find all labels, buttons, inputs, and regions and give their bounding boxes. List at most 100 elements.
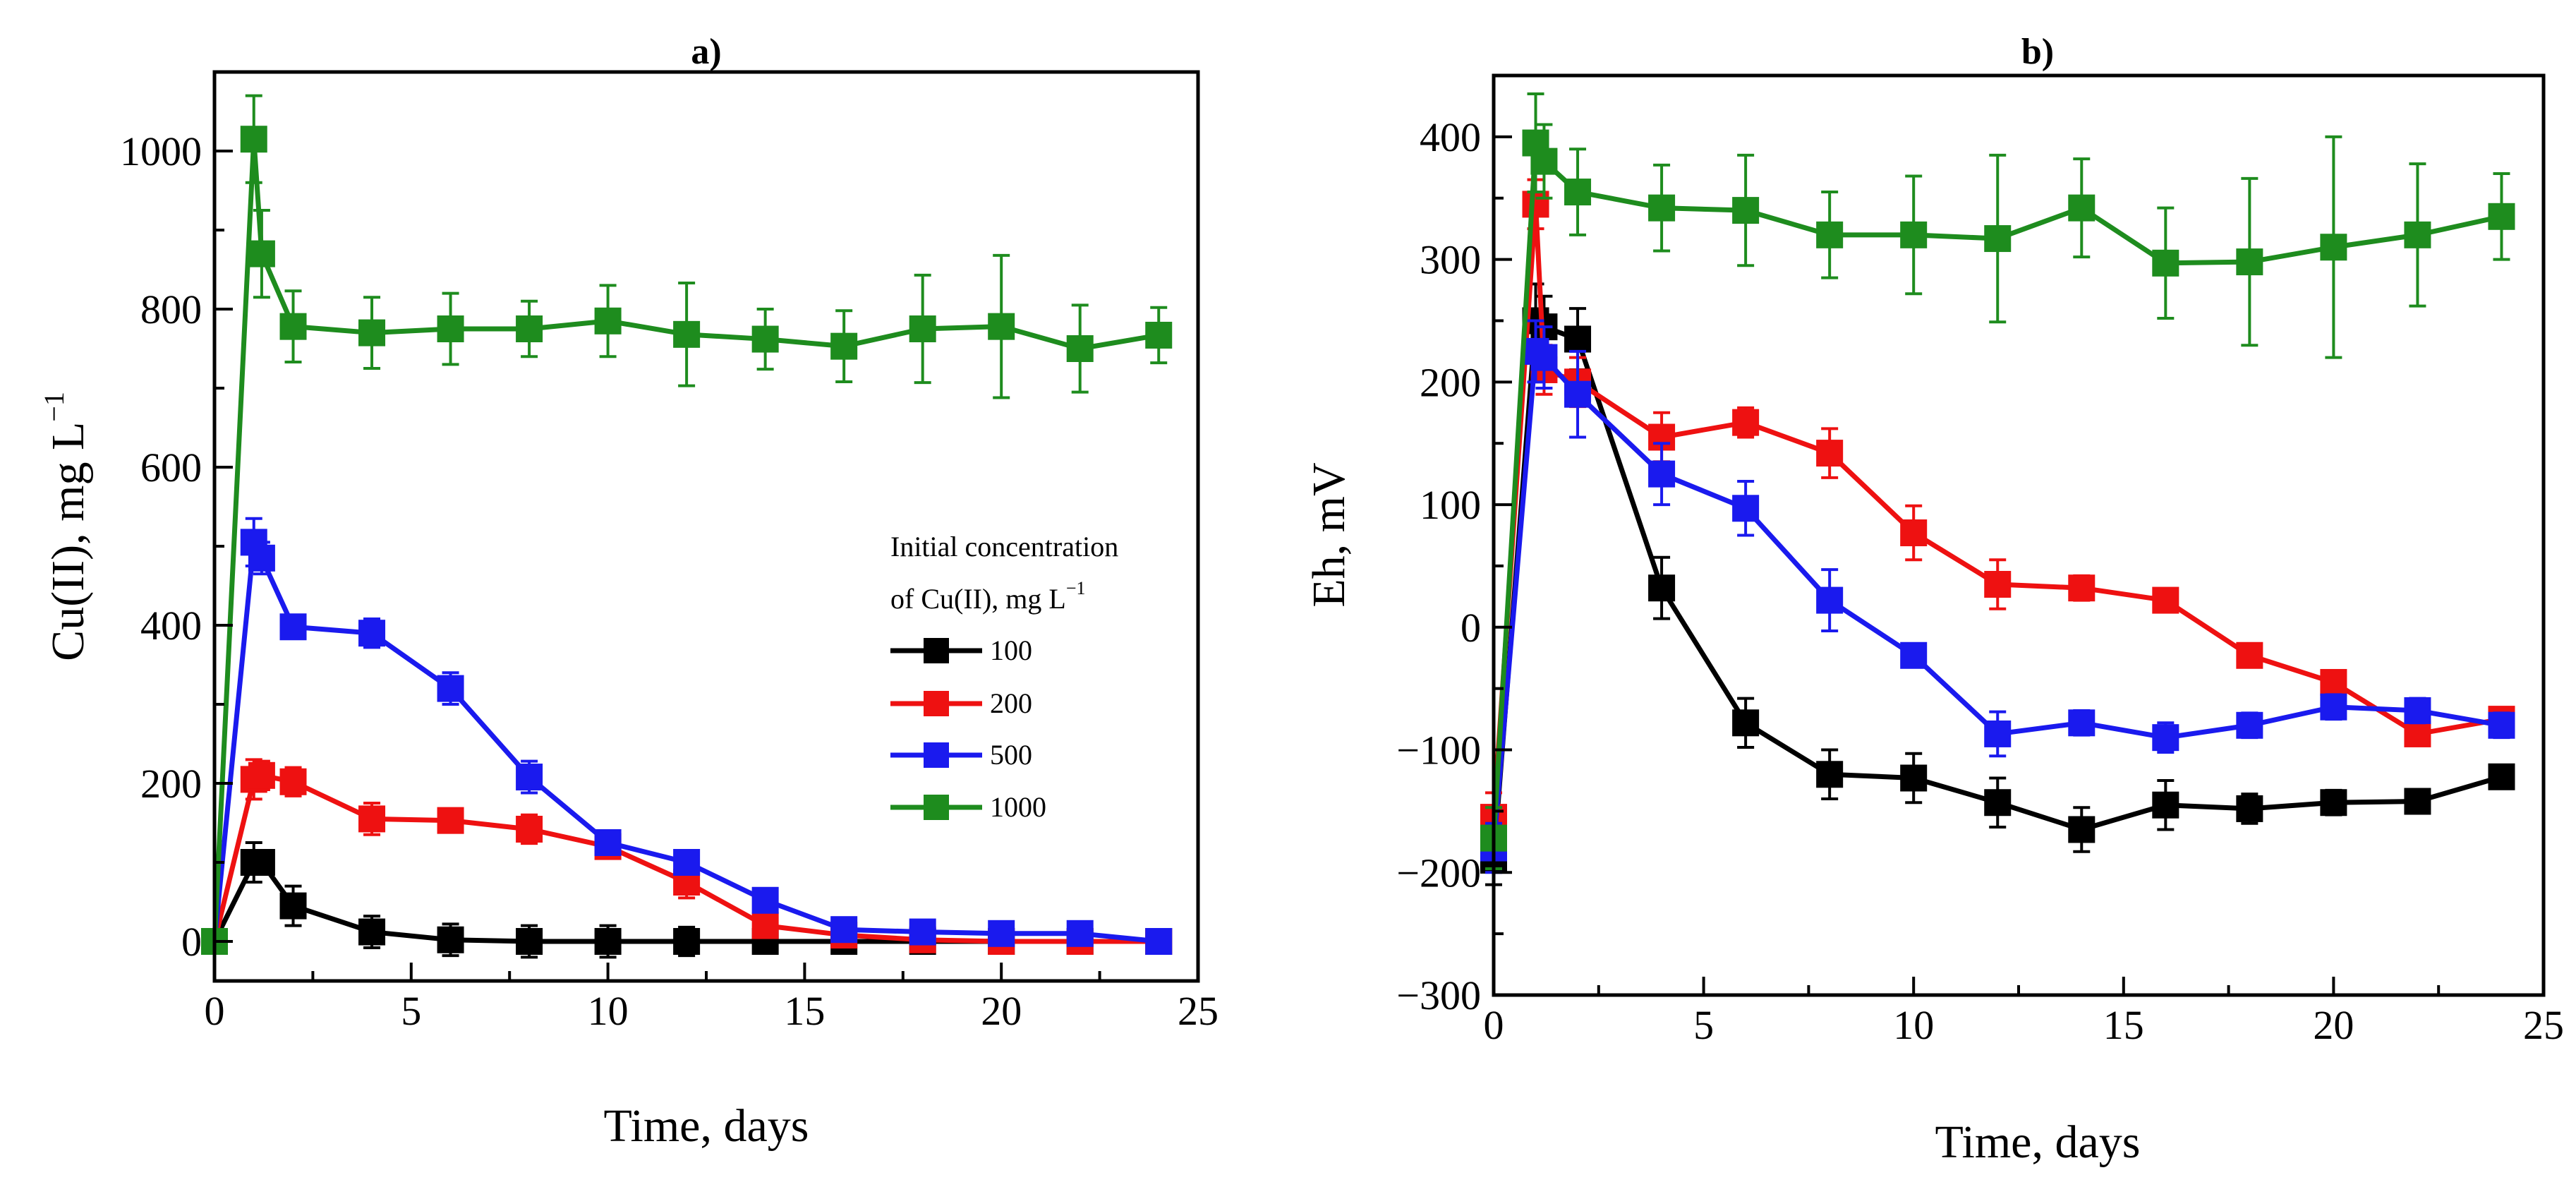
panel-a-series-1000-point [909, 315, 936, 342]
panel-b-series-500-point [2488, 711, 2515, 739]
panel-b-series-1000-point [1648, 194, 1676, 222]
legend-entry-200: 200 [890, 687, 1032, 719]
panel-a-series-1000-point [1066, 335, 1094, 362]
panel-b-series-500-point [2068, 709, 2096, 737]
panel-a-x-tick-label: 0 [205, 988, 225, 1034]
panel-b-series-200-point [2404, 720, 2431, 747]
panel-a-series-200-point [248, 761, 275, 789]
panel-b-series-200-point [1732, 409, 1760, 436]
panel-a-y-axis-label-sup: −1 [38, 392, 70, 422]
panel-b-series-500-point [1900, 641, 1928, 669]
panel-b-frame [1492, 73, 2546, 997]
panel-a-series-500-point [1066, 920, 1094, 947]
panel-b-series-1000-point [1984, 225, 2012, 253]
panel-a-series-1000-point [279, 313, 307, 340]
panel-a-ticks: 0 5 10 15 20 25 0 200 400 600 800 1000 [120, 71, 1219, 1034]
panel-b-y-tick-label: 300 [1420, 237, 1481, 283]
panel-b-x-tick-label: 10 [1893, 1002, 1934, 1048]
panel-a-y-axis-label: Cu(II), mg L−1 [38, 392, 94, 661]
panel-b-series-100-point [1732, 709, 1760, 737]
panel-a-series-100-point [516, 928, 543, 955]
panel-b-series-100-point [1984, 789, 2012, 817]
panel-a-series-500-point [751, 886, 779, 914]
legend-entry-1000: 1000 [890, 791, 1046, 823]
panel-b-series-500-point [1816, 586, 1844, 614]
panel-a-series-100-point [279, 892, 307, 920]
panel-b-series-1000-point [1564, 179, 1592, 206]
panel-b-series-200-point [2152, 586, 2179, 614]
panel-b-y-tick-label: 400 [1420, 114, 1481, 160]
panel-b-series-200-point [2068, 574, 2096, 602]
panel-b-series-100-point [1816, 761, 1844, 788]
panel-a-series-1000-point [240, 126, 267, 153]
panel-b-series-100-point [1648, 574, 1676, 602]
panel-a-series-200-point [279, 768, 307, 795]
panel-a-series-1000-point [248, 240, 275, 267]
panel-a-x-tick-label: 10 [588, 988, 629, 1034]
panel-b-series-1000-point [1732, 197, 1760, 224]
panel-a-y-tick-label: 200 [140, 761, 202, 807]
panel-b-series-200-point [2236, 641, 2263, 669]
panel-a-series-1000-point [830, 332, 858, 360]
panel-a-series-1000-point [516, 315, 543, 342]
panel-a-series-1000 [201, 94, 1173, 955]
panel-a-legend: Initial concentration of Cu(II), mg L−1 … [890, 531, 1118, 823]
panel-b-x-tick-label: 15 [2103, 1002, 2144, 1048]
panel-b-series-100-point [1900, 764, 1928, 792]
panel-b-series-100-point [2068, 816, 2096, 843]
panel-a-y-tick-label: 600 [140, 445, 202, 490]
panel-a-series-1000-point [358, 319, 386, 347]
panel-b-series-500-point [1530, 344, 1558, 371]
panel-a-series-500-point [358, 620, 386, 647]
panel-a-series-200-point [437, 807, 464, 834]
panel-b-x-tick-label: 0 [1484, 1002, 1504, 1048]
panel-a-series-200-point [751, 912, 779, 939]
panel-b-ticks: 0 5 10 15 20 25 −300 −200 −100 0 100 200 300 400 [1396, 74, 2564, 1048]
panel-a-series-1000-point [988, 313, 1015, 340]
panel-a-y-axis-label-text: Cu(II), mg L [42, 422, 94, 661]
panel-a-series-500-point [279, 613, 307, 641]
panel-b-x-axis-label: Time, days [1935, 1116, 2141, 1168]
panel-b-x-tick-label: 25 [2523, 1002, 2564, 1048]
legend-marker-500 [924, 742, 949, 768]
panel-b-series-100-point [2236, 795, 2263, 822]
panel-b-marks [1480, 92, 2515, 886]
panel-b-series-200-point [1900, 519, 1928, 547]
panel-a-series-100-point [358, 918, 386, 946]
legend-marker-100 [924, 638, 949, 663]
panel-a-series-500-point [594, 829, 622, 856]
panel-b-series-500-point [2236, 711, 2263, 739]
panel-a-series-100-point [673, 928, 701, 955]
panel-a-y-tick-label: 1000 [120, 128, 202, 174]
panel-a-series-500-point [248, 544, 275, 572]
legend-title-line2-sup: −1 [1066, 578, 1086, 598]
panel-a-frame [212, 70, 1200, 983]
legend-title-line2: of Cu(II), mg L−1 [890, 578, 1086, 615]
panel-b-series-500-point [2404, 697, 2431, 724]
panel-a-series-100-point [594, 928, 622, 955]
panel-b-series-1000-point [2236, 248, 2263, 276]
panel-b-series-200-point [1816, 440, 1844, 467]
panel-b-series-100-point [2320, 789, 2347, 817]
panel-b-x-tick-label: 20 [2313, 1002, 2354, 1048]
panel-a-x-tick-label: 5 [401, 988, 421, 1034]
panel-b-series-100-point [2488, 763, 2515, 790]
panel-b-y-tick-label: −200 [1396, 850, 1481, 896]
panel-b-series-500-point [2152, 724, 2179, 752]
panel-b-y-tick-label: 100 [1420, 482, 1481, 528]
panel-a-series-1000-point [594, 307, 622, 335]
panel-a-series-500-point [909, 918, 936, 946]
panel-b-y-tick-label: 200 [1420, 359, 1481, 405]
panel-a-series-1000-point [751, 325, 779, 353]
panel-b-x-tick-label: 5 [1693, 1002, 1714, 1048]
panel-a-series-1000-point [673, 320, 701, 348]
panel-b-series-500-point [1564, 380, 1592, 408]
panel-a-series-500 [201, 517, 1173, 955]
panel-a-series-500-point [1145, 928, 1173, 955]
panel-b-series-500-point [1984, 720, 2012, 747]
panel-a-series-100-point [437, 926, 464, 953]
panel-a-series-500-point [830, 916, 858, 944]
panel-b-series-500-point [1648, 460, 1676, 488]
panel-b-series-200-point [2320, 668, 2347, 696]
